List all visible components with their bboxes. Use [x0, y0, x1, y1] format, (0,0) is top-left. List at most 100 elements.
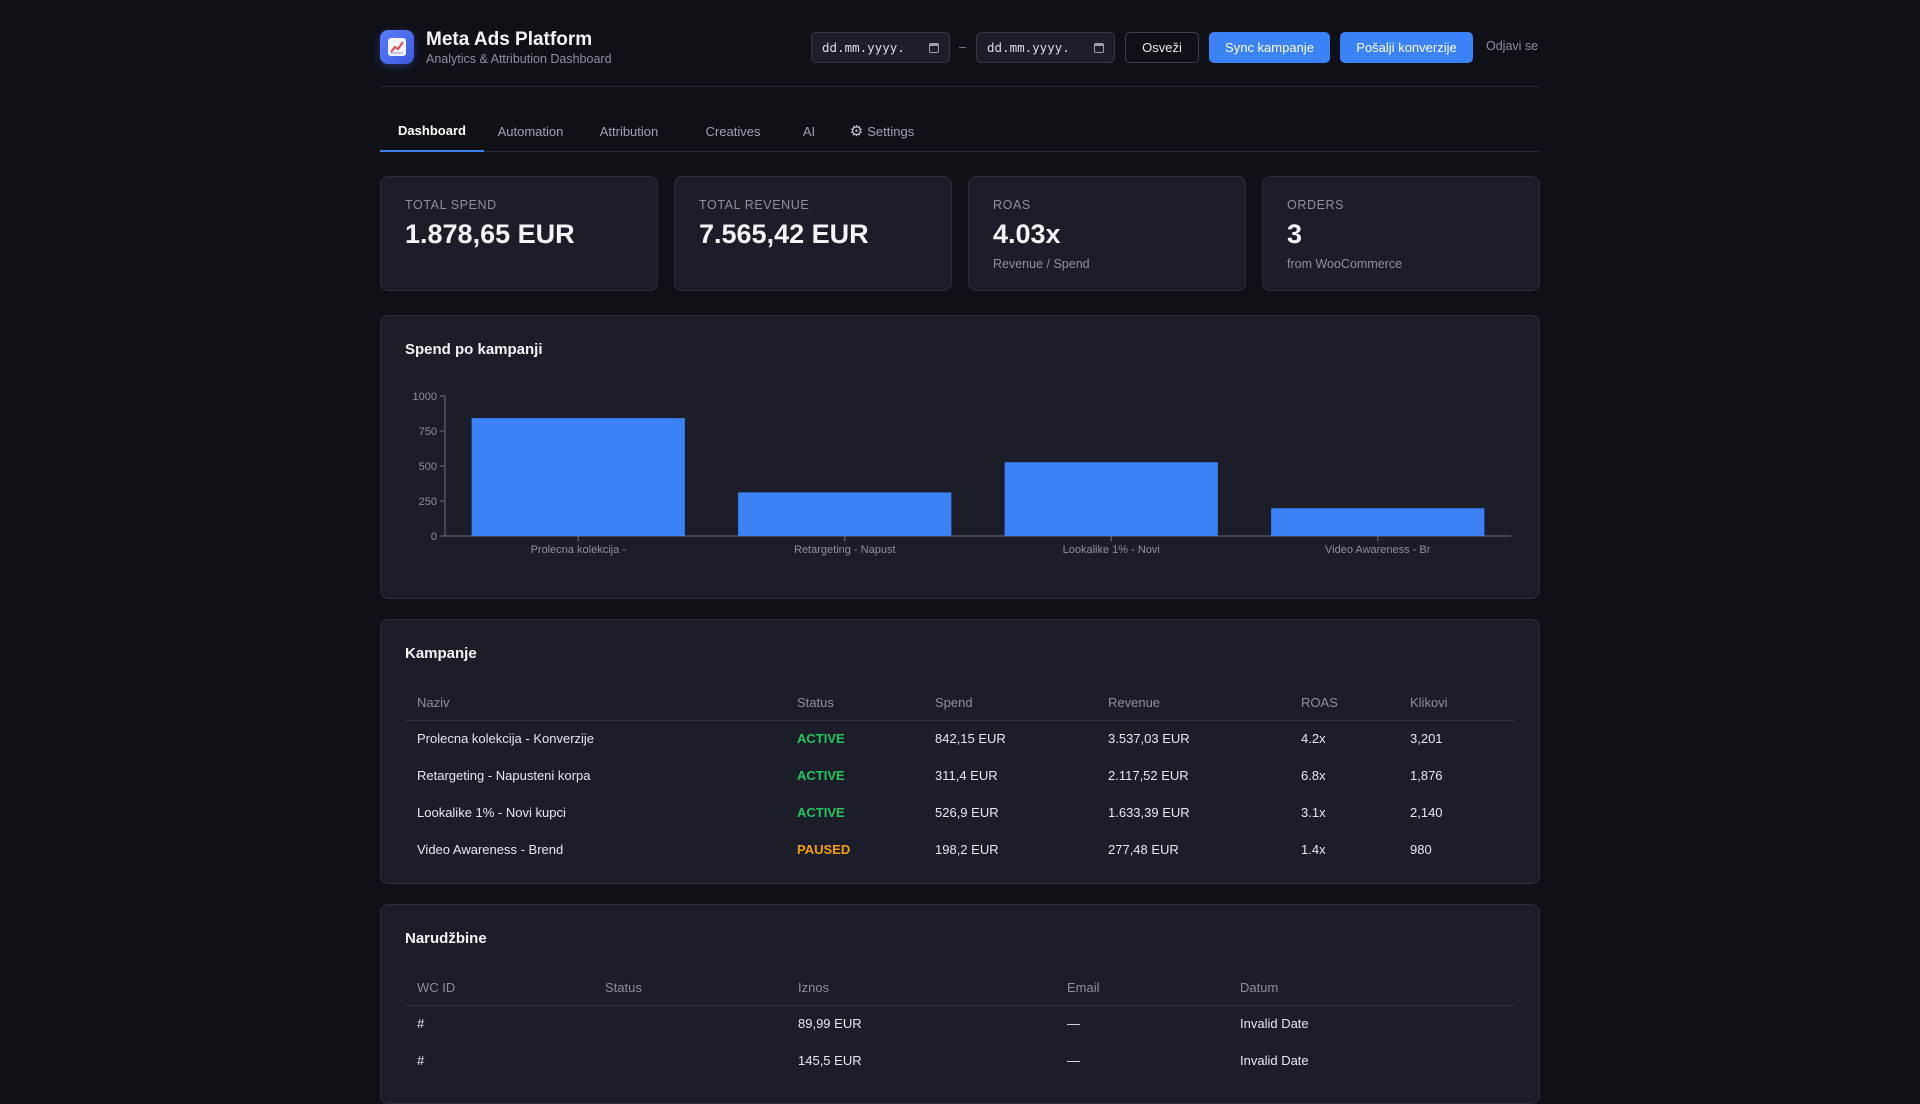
- campaign-clicks: 1,876: [1410, 768, 1443, 783]
- spend-chart-card: Spend po kampanji 0 250 500 750 1000 Prolecna…: [380, 315, 1540, 599]
- table-header-row: Naziv Status Spend Revenue ROAS Klikovi: [405, 686, 1515, 721]
- x-tick-label: Retargeting - Napust: [794, 544, 896, 556]
- col-header: Naziv: [405, 686, 785, 721]
- bar: [471, 418, 685, 536]
- stat-value: 7.565,42 EUR: [699, 219, 869, 249]
- order-email: —: [1067, 1016, 1080, 1032]
- campaigns-card: Kampanje Naziv Status Spend Revenue ROAS…: [380, 619, 1540, 884]
- campaign-spend: 526,9 EUR: [935, 805, 999, 820]
- table-row[interactable]: Prolecna kolekcija - Konverzije ACTIVE 8…: [405, 720, 1515, 757]
- date-separator: –: [959, 39, 967, 54]
- date-to-input[interactable]: dd.mm.yyyy.: [976, 32, 1115, 63]
- campaign-revenue: 3.537,03 EUR: [1108, 731, 1190, 747]
- orders-title: Narudžbine: [405, 930, 487, 947]
- tab-automation[interactable]: Automation: [497, 123, 564, 139]
- campaign-name: Retargeting - Napusteni korpa: [417, 768, 591, 783]
- status-badge: ACTIVE: [797, 768, 845, 783]
- y-tick-label: 1000: [413, 391, 437, 403]
- order-email: —: [1067, 1053, 1080, 1068]
- app-subtitle: Analytics & Attribution Dashboard: [426, 52, 612, 66]
- stat-sub: from WooCommerce: [1287, 257, 1403, 271]
- tab-attribution[interactable]: Attribution: [599, 123, 659, 139]
- logout-link[interactable]: Odjavi se: [1486, 39, 1539, 53]
- campaign-spend: 198,2 EUR: [935, 842, 999, 857]
- col-header: Datum: [1228, 971, 1515, 1006]
- campaign-roas: 1.4x: [1301, 842, 1326, 857]
- campaign-spend: 311,4 EUR: [935, 768, 998, 783]
- dashboard-page: Meta Ads Platform Analytics & Attributio…: [380, 0, 1540, 1104]
- y-tick-label: 0: [431, 531, 437, 543]
- campaign-roas: 3.1x: [1301, 805, 1326, 820]
- campaigns-title: Kampanje: [405, 645, 477, 662]
- table-row[interactable]: # 145,5 EUR — Invalid Date: [405, 1042, 1515, 1079]
- campaign-name: Video Awareness - Brend: [417, 842, 564, 857]
- tab-settings[interactable]: ⚙ Settings: [846, 110, 918, 152]
- tab-settings-label: Settings: [867, 123, 915, 139]
- y-tick-label: 250: [419, 496, 437, 508]
- campaign-name: Prolecna kolekcija - Konverzije: [417, 731, 595, 747]
- col-header: Email: [1055, 971, 1228, 1006]
- stat-label: ORDERS: [1287, 198, 1345, 212]
- table-row[interactable]: Retargeting - Napusteni korpa ACTIVE 311…: [405, 757, 1515, 794]
- order-date: Invalid Date: [1240, 1053, 1309, 1068]
- stat-card-roas: ROAS 4.03x Revenue / Spend: [968, 176, 1246, 291]
- bar: [738, 492, 952, 536]
- status-badge: ACTIVE: [797, 805, 845, 820]
- gear-icon: ⚙: [849, 123, 864, 140]
- bar: [1271, 508, 1485, 536]
- campaign-clicks: 3,201: [1410, 731, 1443, 747]
- stat-label: TOTAL REVENUE: [699, 198, 810, 212]
- stat-value: 3: [1287, 219, 1303, 249]
- order-date: Invalid Date: [1240, 1016, 1309, 1032]
- top-header: Meta Ads Platform Analytics & Attributio…: [380, 0, 1540, 87]
- campaign-name: Lookalike 1% - Novi kupci: [417, 805, 566, 820]
- col-header: Spend: [923, 686, 1096, 721]
- table-row[interactable]: Video Awareness - Brend PAUSED 198,2 EUR…: [405, 831, 1515, 868]
- stat-value: 4.03x: [993, 219, 1061, 249]
- bar: [1004, 462, 1218, 536]
- col-header: Status: [785, 686, 923, 721]
- order-amount: 89,99 EUR: [798, 1016, 862, 1032]
- date-from-input[interactable]: dd.mm.yyyy.: [811, 32, 950, 63]
- stat-sub: Revenue / Spend: [993, 257, 1090, 271]
- x-tick-label: Lookalike 1% - Novi: [1063, 544, 1160, 556]
- stat-value: 1.878,65 EUR: [405, 219, 575, 249]
- app-title: Meta Ads Platform: [426, 29, 593, 50]
- tab-dashboard[interactable]: Dashboard: [380, 110, 484, 152]
- sync-campaigns-button[interactable]: Sync kampanje: [1209, 32, 1330, 63]
- campaign-revenue: 2.117,52 EUR: [1108, 768, 1189, 783]
- table-row[interactable]: Lookalike 1% - Novi kupci ACTIVE 526,9 E…: [405, 794, 1515, 831]
- orders-card: Narudžbine WC ID Status Iznos Email Datu…: [380, 904, 1540, 1104]
- col-header: ROAS: [1289, 686, 1398, 721]
- date-to-placeholder: dd.mm.yyyy.: [987, 40, 1070, 55]
- order-status: [593, 1042, 786, 1079]
- order-amount: 145,5 EUR: [798, 1053, 862, 1068]
- y-tick-label: 500: [419, 461, 437, 473]
- calendar-icon[interactable]: [929, 42, 939, 53]
- status-badge: ACTIVE: [797, 731, 845, 747]
- main-tabs: Dashboard Automation Attribution Creativ…: [380, 110, 1540, 152]
- stat-card-total-revenue: TOTAL REVENUE 7.565,42 EUR: [674, 176, 952, 291]
- table-row[interactable]: # 89,99 EUR — Invalid Date: [405, 1005, 1515, 1042]
- x-tick-label: Prolecna kolekcija -: [531, 544, 627, 556]
- order-id: #: [417, 1016, 425, 1032]
- campaign-roas: 6.8x: [1301, 768, 1326, 783]
- y-tick-label: 750: [419, 426, 437, 438]
- campaign-clicks: 2,140: [1410, 805, 1443, 820]
- spend-bar-chart: 0 250 500 750 1000 Prolecna kolekcija - Retarg…: [413, 391, 1511, 556]
- tab-ai[interactable]: AI: [802, 123, 816, 139]
- stat-card-total-spend: TOTAL SPEND 1.878,65 EUR: [380, 176, 658, 291]
- status-badge: PAUSED: [797, 842, 851, 857]
- date-from-placeholder: dd.mm.yyyy.: [822, 40, 905, 55]
- stat-card-orders: ORDERS 3 from WooCommerce: [1262, 176, 1540, 291]
- calendar-icon[interactable]: [1094, 42, 1104, 53]
- send-conversions-button[interactable]: Pošalji konverzije: [1340, 32, 1473, 63]
- order-status: [593, 1005, 786, 1042]
- campaign-roas: 4.2x: [1301, 731, 1326, 747]
- tab-creatives[interactable]: Creatives: [705, 123, 761, 139]
- col-header: Iznos: [786, 971, 1055, 1006]
- col-header: Status: [593, 971, 786, 1006]
- refresh-button[interactable]: Osveži: [1125, 32, 1199, 63]
- chart-trend-icon: [380, 30, 414, 64]
- campaign-spend: 842,15 EUR: [935, 731, 1006, 747]
